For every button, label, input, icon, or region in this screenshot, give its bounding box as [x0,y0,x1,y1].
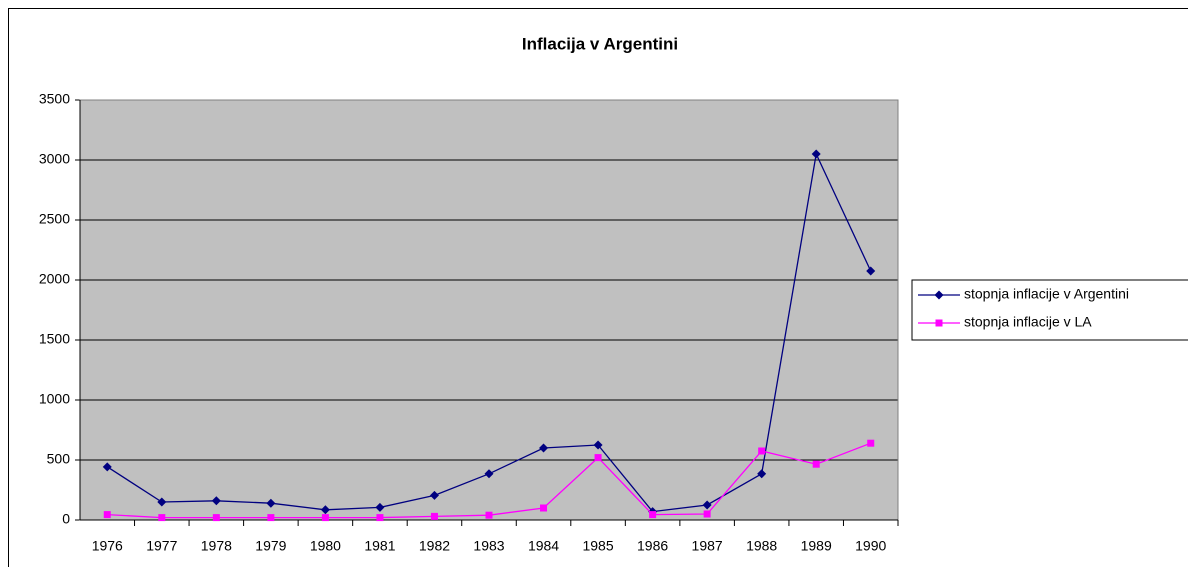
marker [430,512,438,520]
marker [485,511,493,519]
y-tick-label: 500 [47,451,71,467]
y-tick-label: 3000 [39,151,70,167]
legend-label: stopnja inflacije v Argentini [964,286,1129,302]
x-tick-label: 1981 [364,538,395,554]
y-tick-label: 2000 [39,271,70,287]
legend-box [911,279,1188,341]
marker [812,460,820,468]
marker [649,511,657,519]
x-tick-label: 1982 [419,538,450,554]
marker [594,454,602,462]
marker [211,496,221,506]
marker [321,514,329,522]
x-tick-label: 1977 [146,538,177,554]
x-tick-label: 1987 [692,538,723,554]
x-tick-label: 1985 [582,538,613,554]
marker [429,490,439,500]
y-tick-label: 3500 [39,91,70,107]
marker [157,497,167,507]
marker [702,500,712,510]
marker [703,510,711,518]
marker [934,290,944,300]
marker [935,319,943,327]
marker [758,447,766,455]
marker [757,469,767,479]
marker [593,440,603,450]
x-tick-label: 1978 [201,538,232,554]
marker [158,514,166,522]
marker [484,469,494,479]
plot-area [80,100,898,520]
legend-label: stopnja inflacije v LA [964,314,1092,330]
x-tick-label: 1988 [746,538,777,554]
x-tick-label: 1983 [473,538,504,554]
x-tick-label: 1984 [528,538,559,554]
x-tick-label: 1986 [637,538,668,554]
marker [266,498,276,508]
x-tick-label: 1990 [855,538,886,554]
marker [103,511,111,519]
x-tick-label: 1980 [310,538,341,554]
marker [102,462,112,472]
marker [540,504,548,512]
x-tick-label: 1979 [255,538,286,554]
y-tick-label: 1000 [39,391,70,407]
marker [866,266,876,276]
marker [867,439,875,447]
marker [539,443,549,453]
marker [375,502,385,512]
marker [376,514,384,522]
marker [811,149,821,159]
y-tick-label: 0 [62,511,70,527]
marker [212,514,220,522]
x-tick-label: 1976 [92,538,123,554]
chart-title: Inflacija v Argentini [522,34,678,53]
y-tick-label: 2500 [39,211,70,227]
x-tick-label: 1989 [801,538,832,554]
marker [267,514,275,522]
marker [320,505,330,515]
y-tick-label: 1500 [39,331,70,347]
